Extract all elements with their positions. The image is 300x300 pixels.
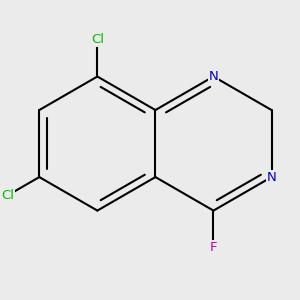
Text: Cl: Cl [91,33,104,46]
Text: N: N [208,70,218,83]
Text: N: N [267,171,276,184]
Text: Cl: Cl [1,189,14,202]
Text: F: F [210,241,217,254]
